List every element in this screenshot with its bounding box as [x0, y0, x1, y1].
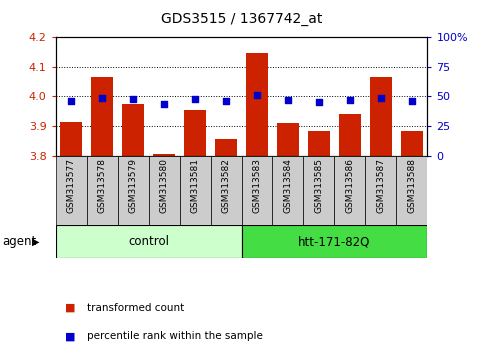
- Text: GSM313587: GSM313587: [376, 158, 385, 213]
- Text: transformed count: transformed count: [87, 303, 184, 313]
- Text: GSM313579: GSM313579: [128, 158, 138, 213]
- Bar: [180, 156, 211, 225]
- Text: GSM313586: GSM313586: [345, 158, 355, 213]
- Bar: [122, 104, 144, 156]
- Text: ▶: ▶: [31, 236, 39, 247]
- Bar: [401, 131, 423, 156]
- Bar: [211, 156, 242, 225]
- Bar: [277, 123, 299, 156]
- Point: [191, 96, 199, 102]
- Bar: [56, 156, 86, 225]
- Bar: [60, 122, 82, 156]
- Text: GSM313577: GSM313577: [67, 158, 75, 213]
- Bar: [397, 156, 427, 225]
- Point: [160, 101, 168, 107]
- Text: GSM313585: GSM313585: [314, 158, 324, 213]
- Text: GSM313588: GSM313588: [408, 158, 416, 213]
- Text: percentile rank within the sample: percentile rank within the sample: [87, 331, 263, 341]
- Bar: [184, 110, 206, 156]
- Text: GSM313582: GSM313582: [222, 158, 230, 213]
- Bar: [149, 156, 180, 225]
- Bar: [366, 156, 397, 225]
- Bar: [272, 156, 303, 225]
- Text: ■: ■: [65, 303, 76, 313]
- Point: [346, 97, 354, 103]
- Bar: [370, 77, 392, 156]
- Point: [408, 98, 416, 104]
- Point: [253, 92, 261, 98]
- Text: GSM313583: GSM313583: [253, 158, 261, 213]
- Bar: [117, 156, 149, 225]
- Bar: [242, 225, 427, 258]
- Bar: [91, 77, 113, 156]
- Point: [129, 96, 137, 102]
- Bar: [242, 156, 272, 225]
- Text: GSM313578: GSM313578: [98, 158, 107, 213]
- Text: agent: agent: [2, 235, 37, 248]
- Bar: [308, 131, 330, 156]
- Bar: [86, 156, 117, 225]
- Text: GSM313580: GSM313580: [159, 158, 169, 213]
- Point: [98, 95, 106, 101]
- Text: GDS3515 / 1367742_at: GDS3515 / 1367742_at: [161, 12, 322, 27]
- Text: GSM313581: GSM313581: [190, 158, 199, 213]
- Text: GSM313584: GSM313584: [284, 158, 293, 213]
- Point: [315, 99, 323, 105]
- Bar: [56, 225, 242, 258]
- Text: ■: ■: [65, 331, 76, 341]
- Text: htt-171-82Q: htt-171-82Q: [298, 235, 370, 248]
- Text: control: control: [128, 235, 169, 248]
- Bar: [215, 139, 237, 156]
- Point: [222, 98, 230, 104]
- Point: [284, 97, 292, 103]
- Bar: [246, 53, 268, 156]
- Point: [377, 95, 385, 101]
- Bar: [339, 114, 361, 156]
- Point: [67, 98, 75, 104]
- Bar: [334, 156, 366, 225]
- Bar: [153, 154, 175, 156]
- Bar: [303, 156, 334, 225]
